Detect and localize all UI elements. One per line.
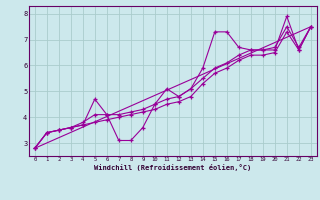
X-axis label: Windchill (Refroidissement éolien,°C): Windchill (Refroidissement éolien,°C)	[94, 164, 252, 171]
